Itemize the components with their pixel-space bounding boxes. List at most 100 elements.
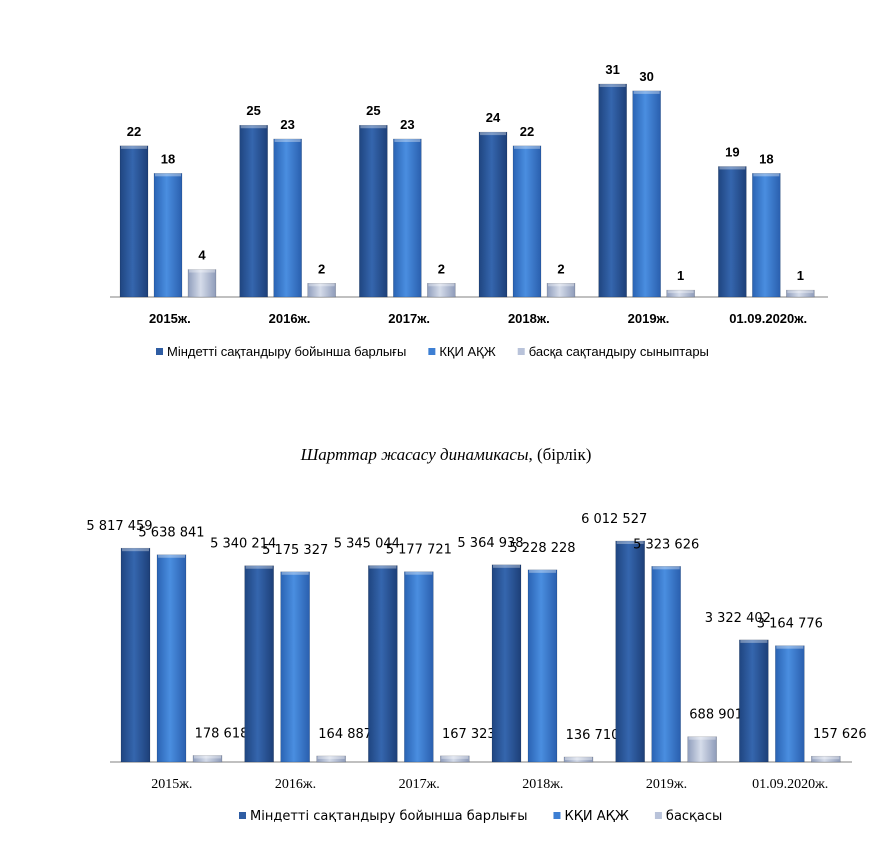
chart-2-bar [651,566,681,763]
chart-1-bar [478,131,508,298]
chart-2-data-label: 5 340 214 [210,537,276,552]
chart-1-legend-label: Міндетті сақтандыру бойынша барлығы [167,344,406,359]
chart-1-bar [512,145,542,298]
chart-1-data-label: 23 [400,117,414,132]
chart-1-bar [786,289,815,298]
chart-2-bar [120,547,151,763]
chart-1-category-label: 01.09.2020ж. [729,311,807,326]
chart-1-bar-highlight [753,173,780,177]
chart-1-legend-swatch [156,348,163,355]
chart-1-bar [752,173,781,298]
chart-2-bar-highlight [652,566,680,570]
chart-1-bar [598,83,627,298]
chart-1-data-label: 25 [246,103,260,118]
chart-1-bar [119,145,149,298]
chart-2-bar [527,569,558,763]
chart-1-bar-highlight [274,138,301,142]
chart-1-data-label: 23 [280,117,294,132]
chart-2-data-label: 178 618 [195,726,249,741]
chart-1-bar [718,166,747,298]
chart-2-bar [775,645,805,763]
chart-2-bar-highlight [812,756,840,760]
chart-1-bar [546,283,576,298]
chart-1-category-label: 2019ж. [628,311,670,326]
chart-1-bar [239,124,268,298]
chart-1-category-label: 2018ж. [508,311,550,326]
chart-2-legend-swatch [239,812,246,819]
chart-1-data-label: 22 [127,124,141,139]
chart-2-legend-label: Міндетті сақтандыру бойынша барлығы [250,809,527,824]
chart-1-bar-highlight [667,290,694,294]
chart-1-bar [359,124,388,298]
chart-2-data-label: 3 164 776 [757,617,823,632]
chart-2-bar-highlight [281,571,309,575]
chart-1-bar-highlight [719,166,746,170]
chart-2-bar [280,571,310,763]
chart-1-data-label: 30 [639,69,653,84]
chart-1-bar-highlight [360,125,387,129]
chart-1-data-label: 1 [677,268,684,283]
chart-2-data-label: 5 345 044 [334,537,400,552]
chart-2-data-label: 5 228 228 [509,541,575,556]
chart-1-bar-highlight [599,84,626,87]
chart-1-legend-label: КҚИ АҚЖ [439,344,495,359]
chart-2-bar [244,565,274,763]
chart-1-data-label: 2 [318,261,325,276]
chart-1-bar-highlight [308,283,335,287]
chart-1-legend-swatch [428,348,436,355]
chart-1-bar-highlight [548,283,574,287]
chart-1-bar [427,283,456,298]
chart-2-bar-highlight [158,554,185,558]
chart-1-category-label: 2016ж. [269,311,311,326]
chart-2-category-label: 01.09.2020ж. [752,777,828,792]
chart-2-bar-highlight [688,736,716,740]
chart-2-data-label: 5 364 938 [457,536,523,551]
chart-1-bar-highlight [189,269,215,273]
chart-2-data-label: 5 177 721 [386,543,452,558]
chart-2-legend-swatch [654,812,662,819]
chart-2-bar-highlight [776,645,804,649]
chart-1-bar-highlight [240,125,267,129]
chart-2-data-label: 157 626 [813,727,867,742]
chart-2-data-label: 688 901 [689,708,743,723]
chart-2-bar-highlight [405,571,433,575]
chart-2-bar [687,736,717,763]
chart-2-legend-label: басқасы [666,809,722,824]
chart-1-bar [153,173,183,298]
chart-2-bar [368,565,398,763]
chart-2-data-label: 6 012 527 [581,512,647,527]
chart-2-data-label: 5 817 459 [86,519,152,534]
chart-2-bar-highlight [194,755,221,759]
chart-2-category-label: 2015ж. [151,777,192,792]
chart-2-bar [563,756,594,763]
chart-2-bar-highlight [565,756,592,760]
chart-2-category-label: 2019ж. [646,777,687,792]
chart-1-bar [187,269,217,298]
chart-1-bar-highlight [787,290,814,294]
chart-1-legend-swatch [517,348,525,355]
chart-2-data-label: 3 322 402 [705,611,771,626]
chart-2-bar [192,755,223,763]
chart-2-bar [491,564,522,763]
chart-2-legend-label: КҚИ АҚЖ [564,809,628,824]
chart-1-legend-label: басқа сақтандыру сыныптары [529,344,709,359]
chart-1-data-label: 4 [198,248,206,263]
chart-2-bar-highlight [529,569,556,573]
chart-2-bar [615,540,645,763]
chart-contracts-dynamics: Шарттар жасасу динамикасы, (бірлік) 5 81… [86,445,866,824]
chart-2-data-label: 167 323 [442,727,496,742]
chart-2-bar-highlight [317,755,345,759]
chart-2-category-label: 2018ж. [522,777,563,792]
chart-2-category-label: 2016ж. [275,777,316,792]
chart-2-bar [811,755,841,763]
chart-1-bar-highlight [480,132,506,136]
chart-1-bar [632,90,661,298]
chart-2-bar-highlight [493,564,520,568]
chart-1-bar [393,138,422,298]
chart-1-data-label: 25 [366,103,380,118]
chart-2-data-label: 136 710 [566,728,620,743]
chart-1-bar-highlight [155,173,181,177]
chart-1-bar-highlight [428,283,455,287]
chart-2-title-rest: , (бірлік) [528,445,591,464]
